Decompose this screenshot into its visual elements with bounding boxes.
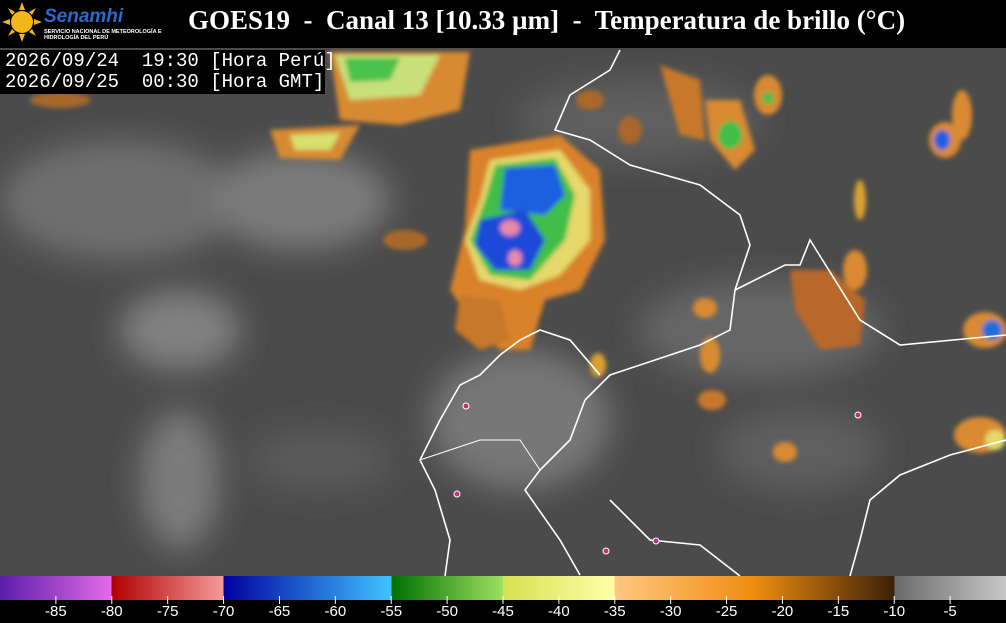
timestamps: 2026/09/24 19:30 [Hora Perú] 2026/09/25 … <box>0 50 336 94</box>
colorbar-tick-label: -45 <box>492 603 514 620</box>
colorbar-tick-label: -85 <box>45 603 67 620</box>
colorbar-tick-label: -60 <box>324 603 346 620</box>
city-markers <box>453 402 862 555</box>
logo-name: Senamhi <box>44 6 124 27</box>
colorbar-tick-label: -50 <box>436 603 458 620</box>
satellite-map <box>0 0 1006 576</box>
logo-subtitle: SERVICIO NACIONAL DE METEOROLOGÍA E HIDR… <box>44 29 162 41</box>
colorbar-tick-label: -25 <box>716 603 738 620</box>
colorbar-tick-label: -5 <box>943 603 956 620</box>
timestamp-local: 2026/09/24 19:30 [Hora Perú] <box>5 50 336 72</box>
colorbar-tick-label: -35 <box>604 603 626 620</box>
header: Senamhi SERVICIO NACIONAL DE METEOROLOGÍ… <box>0 0 1006 48</box>
colorbar-tick-label: -40 <box>548 603 570 620</box>
colorbar-tick-label: -15 <box>827 603 849 620</box>
colorbar-tick-label: -80 <box>101 603 123 620</box>
colorbar-tick-label: -30 <box>660 603 682 620</box>
colorbar: -85 -80 -75 -70 -65 -60 -55 -50 -45 -40 -35 -30 -25 -… <box>0 576 1006 620</box>
colorbar-tick-label: -20 <box>772 603 794 620</box>
timestamp-gmt: 2026/09/25 00:30 [Hora GMT] <box>5 71 325 93</box>
colorbar-tick-label: -75 <box>157 603 179 620</box>
logo-icon <box>2 2 42 42</box>
colorbar-tick-label: -65 <box>269 603 291 620</box>
colorbar-tick-label: -10 <box>883 603 905 620</box>
borders <box>419 49 1006 576</box>
title: GOES19 - Canal 13 [10.33 µm] - Temperatu… <box>188 5 906 35</box>
colorbar-tick-label: -70 <box>213 603 235 620</box>
colorbar-tick-label: -55 <box>380 603 402 620</box>
